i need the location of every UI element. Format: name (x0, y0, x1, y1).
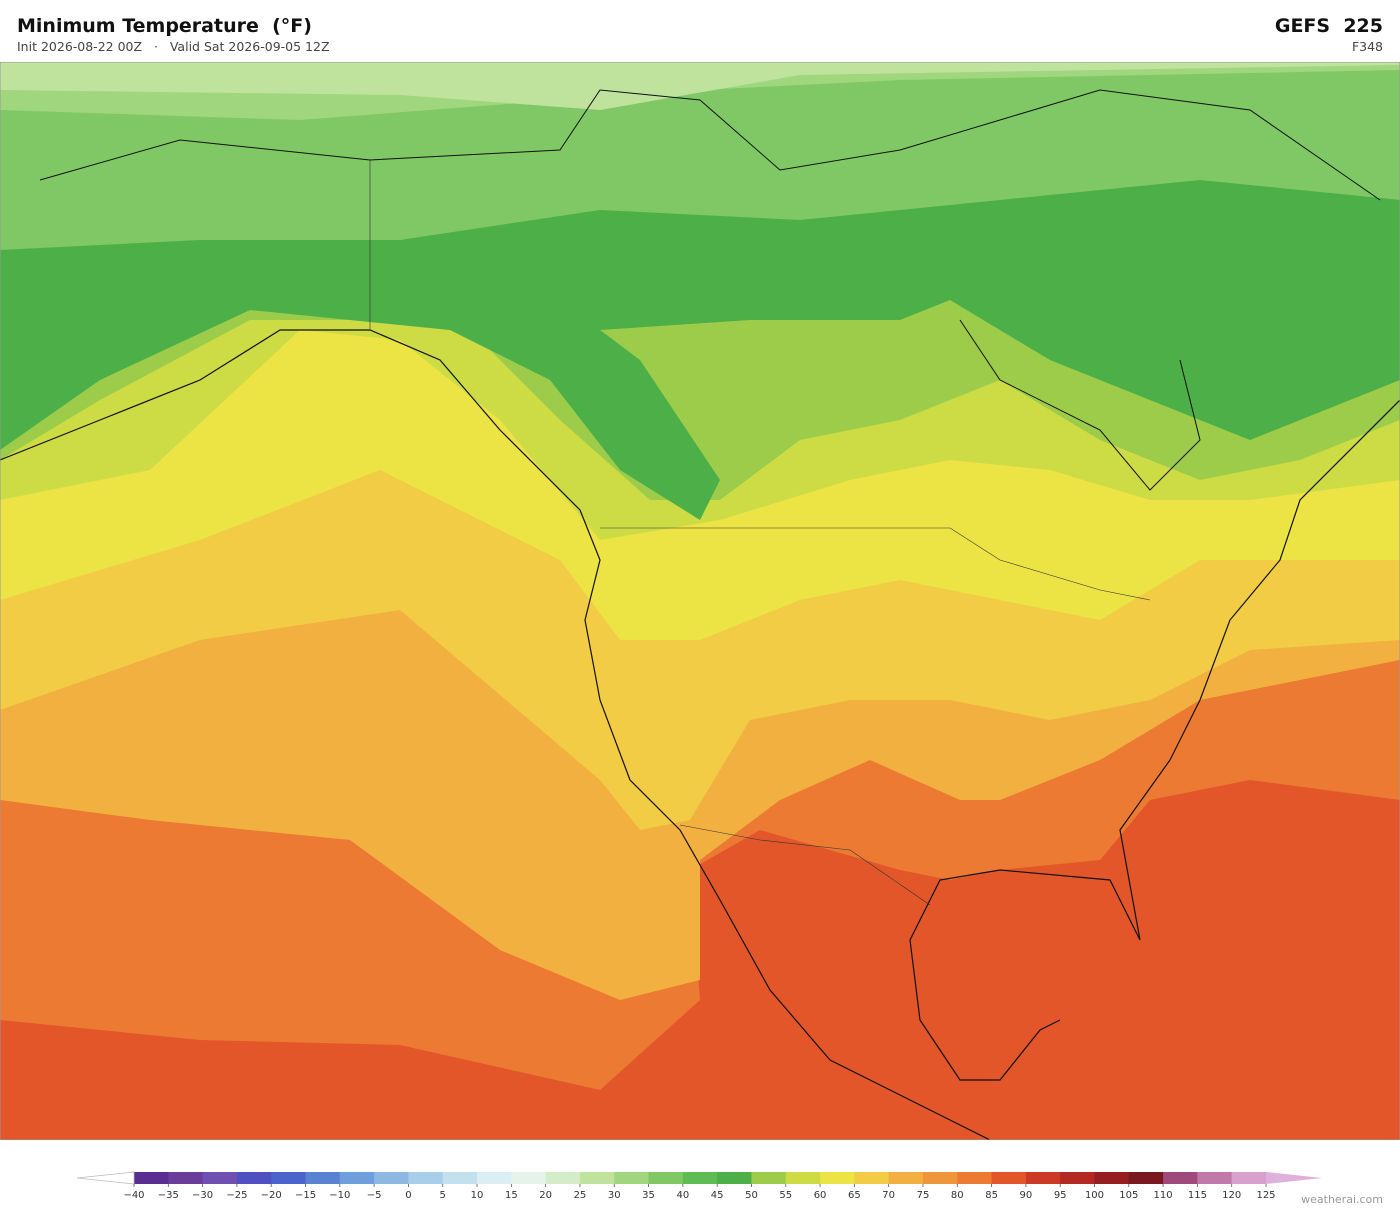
colorbar-tick-label: 110 (1154, 1190, 1173, 1201)
map (0, 62, 1400, 1140)
colorbar-tick-label: 95 (1054, 1190, 1067, 1201)
colorbar-segment (991, 1172, 1027, 1184)
colorbar-segment (888, 1172, 924, 1184)
colorbar-segment (1197, 1172, 1233, 1184)
colorbar-tick-label: 5 (440, 1190, 446, 1201)
colorbar-tick-label: 0 (405, 1190, 411, 1201)
title: Minimum Temperature (°F) (17, 15, 312, 37)
colorbar-segment (1094, 1172, 1130, 1184)
colorbar-segment (820, 1172, 855, 1184)
colorbar-segment (1060, 1172, 1095, 1184)
colorbar-segment (922, 1172, 958, 1184)
colorbar-segment (579, 1172, 615, 1184)
colorbar-tick-label: −10 (329, 1190, 350, 1201)
border (369, 160, 1151, 906)
colorbar-tick-label: 20 (539, 1190, 552, 1201)
colorbar-tick-label: −30 (192, 1190, 213, 1201)
colorbar-tick-label: 85 (985, 1190, 998, 1201)
colorbar-segment (682, 1172, 718, 1184)
colorbar-segment (751, 1172, 787, 1184)
colorbar-segment (477, 1172, 512, 1184)
colorbar-tick-label: −5 (367, 1190, 382, 1201)
coastline (909, 399, 1400, 1081)
coastline (39, 89, 1381, 491)
colorbar-tick-label: −20 (261, 1190, 282, 1201)
colorbar-tick-label: 55 (779, 1190, 792, 1201)
colorbar-tick-label: 80 (951, 1190, 964, 1201)
colorbar-segment (1128, 1172, 1164, 1184)
colorbar[interactable]: −40 −35 −30 −25 −20 −15 −10 −5 0 5 10 15 20 25 30 35 40 4… (0, 1150, 1400, 1210)
colorbar-segment (202, 1172, 238, 1184)
colorbar-tick-label: 45 (711, 1190, 724, 1201)
forecast-hour: F348 (1351, 39, 1383, 54)
colorbar-segment (374, 1172, 409, 1184)
colorbar-segment (614, 1172, 650, 1184)
colorbar-tick-label: −15 (295, 1190, 316, 1201)
colorbar-tick-label: −25 (226, 1190, 247, 1201)
colorbar-tick-label: 65 (848, 1190, 861, 1201)
colorbar-tick-label: 40 (676, 1190, 689, 1201)
colorbar-tick-label: −40 (123, 1190, 144, 1201)
colorbar-over (1266, 1172, 1322, 1184)
colorbar-tick-label: 90 (1020, 1190, 1033, 1201)
colorbar-tick-label: 125 (1256, 1190, 1275, 1201)
colorbar-segment (339, 1172, 375, 1184)
colorbar-tick-label: 105 (1119, 1190, 1138, 1201)
colorbar-segment (408, 1172, 444, 1184)
colorbar-segment (271, 1172, 307, 1184)
colorbar-tick-label: 100 (1085, 1190, 1104, 1201)
colorbar-segment (1163, 1172, 1198, 1184)
colorbar-tick-label: 120 (1222, 1190, 1241, 1201)
colorbar-tick-label: 75 (917, 1190, 930, 1201)
coastline (0, 329, 991, 1140)
model-label: GEFS 225 (1274, 15, 1383, 37)
colorbar-tick-label: 25 (574, 1190, 587, 1201)
subtitle: Init 2026-08-22 00Z · Valid Sat 2026-09-… (17, 39, 330, 54)
colorbar-segment (1231, 1172, 1267, 1184)
colorbar-segment (854, 1172, 890, 1184)
colorbar-segment (1025, 1172, 1061, 1184)
colorbar-tick-label: 70 (882, 1190, 895, 1201)
colorbar-segment (442, 1172, 478, 1184)
colorbar-segment (511, 1172, 547, 1184)
colorbar-tick-label: −35 (158, 1190, 179, 1201)
colorbar-segment (648, 1172, 684, 1184)
temp-field (0, 62, 1400, 110)
colorbar-segment (785, 1172, 821, 1184)
colorbar-tick-label: 30 (608, 1190, 621, 1201)
colorbar-segment (717, 1172, 752, 1184)
colorbar-segment (134, 1172, 169, 1184)
colorbar-tick-label: 60 (814, 1190, 827, 1201)
colorbar-segment (545, 1172, 581, 1184)
colorbar-segment (957, 1172, 993, 1184)
colorbar-segment (305, 1172, 341, 1184)
colorbar-tick-label: 15 (505, 1190, 518, 1201)
colorbar-tick-label: 35 (642, 1190, 655, 1201)
colorbar-tick-label: 115 (1188, 1190, 1207, 1201)
colorbar-segment (236, 1172, 272, 1184)
colorbar-segment (168, 1172, 204, 1184)
colorbar-under (76, 1171, 135, 1185)
colorbar-tick-label: 10 (471, 1190, 484, 1201)
watermark: weatherai.com (1301, 1193, 1383, 1206)
colorbar-tick-label: 50 (745, 1190, 758, 1201)
